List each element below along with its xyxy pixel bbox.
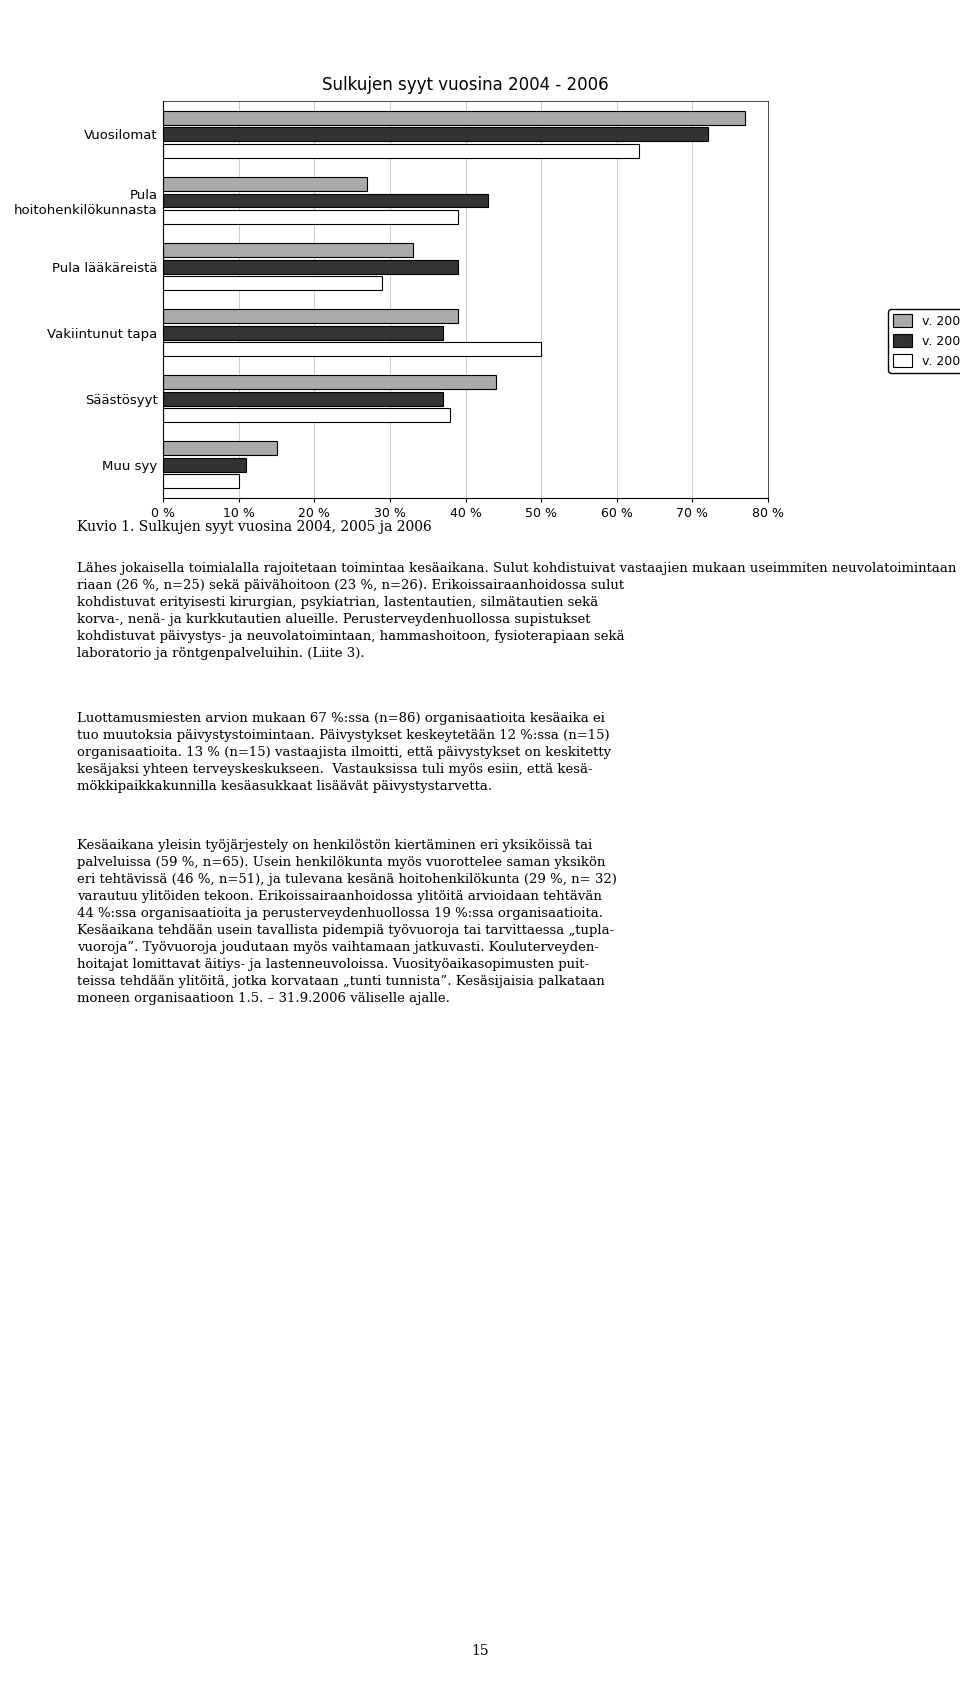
Bar (163, 474, 239, 488)
Text: Lähes jokaisella toimialalla rajoitetaan toimintaa kesäaikana. Sulut kohdistuiva: Lähes jokaisella toimialalla rajoitetaan… (77, 562, 960, 660)
Bar (163, 127, 708, 142)
Text: Luottamusmiesten arvion mukaan 67 %:ssa (n=86) organisaatioita kesäaika ei
tuo m: Luottamusmiesten arvion mukaan 67 %:ssa … (77, 712, 611, 793)
Bar (163, 277, 382, 290)
Bar (163, 243, 413, 257)
Bar (163, 194, 489, 208)
Bar (163, 209, 458, 225)
Bar (163, 111, 745, 125)
Legend: v. 2004, v. 2005, v. 2006: v. 2004, v. 2005, v. 2006 (888, 309, 960, 373)
Text: 15: 15 (471, 1644, 489, 1658)
Bar (163, 375, 496, 390)
Bar (163, 442, 276, 456)
Bar (163, 343, 541, 356)
Bar (163, 177, 368, 191)
Bar (163, 309, 458, 322)
Bar (163, 143, 639, 157)
Bar (163, 392, 443, 405)
Bar (163, 326, 443, 339)
Title: Sulkujen syyt vuosina 2004 - 2006: Sulkujen syyt vuosina 2004 - 2006 (323, 76, 609, 95)
Bar (163, 260, 458, 273)
Bar (163, 457, 247, 473)
Bar (163, 408, 450, 422)
Text: Kuvio 1. Sulkujen syyt vuosina 2004, 2005 ja 2006: Kuvio 1. Sulkujen syyt vuosina 2004, 200… (77, 520, 432, 533)
Text: Kesäaikana yleisin työjärjestely on henkilöstön kiertäminen eri yksiköissä tai
p: Kesäaikana yleisin työjärjestely on henk… (77, 839, 616, 1004)
